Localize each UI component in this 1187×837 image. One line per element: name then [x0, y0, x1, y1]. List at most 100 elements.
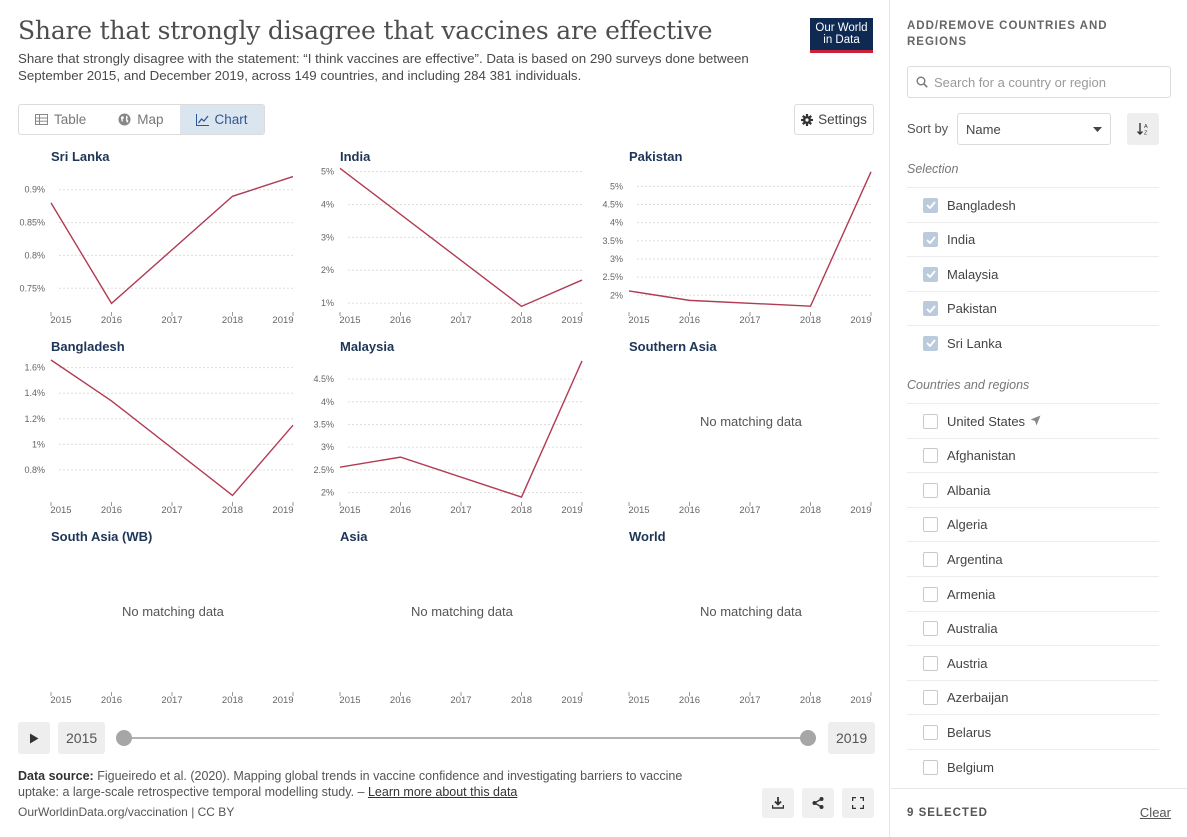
entity-checkbox[interactable]	[923, 266, 938, 282]
globe-icon	[118, 113, 131, 126]
tab-map[interactable]: Map	[102, 105, 179, 134]
entity-row[interactable]: United States	[907, 403, 1159, 438]
y-tick-label: 1%	[32, 439, 45, 449]
entity-label: Pakistan	[947, 301, 997, 317]
chart-main: Share that strongly disagree that vaccin…	[18, 0, 890, 837]
play-button[interactable]	[18, 722, 50, 754]
download-button[interactable]	[762, 788, 794, 818]
entity-checkbox[interactable]	[923, 413, 938, 429]
timeline-start-handle[interactable]	[116, 730, 132, 746]
entity-checkbox[interactable]	[923, 197, 938, 213]
entity-row[interactable]: Algeria	[907, 506, 1159, 542]
owid-logo[interactable]: Our World in Data	[810, 18, 873, 53]
tab-chart[interactable]: Chart	[179, 105, 264, 134]
x-tick-label: 2018	[800, 505, 821, 516]
panel-title: South Asia (WB)	[51, 529, 153, 544]
x-tick-label: 2019	[272, 315, 293, 326]
entity-row[interactable]: Afghanistan	[907, 437, 1159, 473]
entity-checkbox[interactable]	[923, 482, 938, 498]
entity-checkbox[interactable]	[923, 301, 938, 317]
x-tick-label: 2017	[739, 315, 760, 326]
timeline-end-handle[interactable]	[800, 730, 816, 746]
x-tick-label: 2017	[739, 505, 760, 516]
x-tick-label: 2018	[222, 315, 243, 326]
tab-table[interactable]: Table	[19, 105, 102, 134]
entity-row[interactable]: Australia	[907, 610, 1159, 646]
entity-row[interactable]: Pakistan	[907, 290, 1159, 326]
entity-checkbox[interactable]	[923, 448, 938, 464]
fullscreen-button[interactable]	[842, 788, 874, 818]
panel-title: Pakistan	[629, 149, 683, 164]
entity-checkbox[interactable]	[923, 759, 938, 775]
sort-select[interactable]: Name	[957, 113, 1111, 145]
x-tick-label: 2019	[850, 315, 871, 326]
series-line[interactable]	[50, 359, 294, 497]
entity-label: Australia	[947, 621, 998, 637]
entity-checkbox[interactable]	[923, 724, 938, 740]
series-line[interactable]	[339, 360, 583, 498]
expand-icon	[852, 797, 864, 809]
x-tick-label: 2015	[628, 695, 649, 706]
sidebar-title: ADD/REMOVE COUNTRIES AND REGIONS	[907, 20, 1108, 48]
y-tick-label: 1%	[321, 298, 334, 308]
entity-row[interactable]: Austria	[907, 645, 1159, 680]
clear-button[interactable]: Clear	[1139, 805, 1171, 820]
entity-row[interactable]: Malaysia	[907, 256, 1159, 291]
entity-checkbox[interactable]	[923, 517, 938, 533]
share-icon	[812, 797, 824, 809]
entity-row[interactable]: India	[907, 221, 1159, 257]
x-tick-label: 2019	[561, 505, 582, 516]
search-input[interactable]	[934, 74, 1154, 90]
entity-row[interactable]: Belarus	[907, 714, 1159, 749]
x-tick-label: 2016	[101, 505, 122, 516]
no-data-message: No matching data	[411, 604, 513, 619]
timeline-end-year[interactable]: 2019	[828, 722, 876, 754]
timeline-start-year[interactable]: 2015	[58, 722, 106, 754]
settings-button[interactable]: Settings	[794, 104, 874, 135]
entity-label: Azerbaijan	[947, 690, 1009, 706]
share-button[interactable]	[802, 788, 834, 818]
x-tick-label: 2015	[339, 505, 360, 516]
entity-checkbox[interactable]	[923, 586, 938, 602]
entity-row[interactable]: Azerbaijan	[907, 679, 1159, 715]
y-tick-label: 0.75%	[19, 283, 45, 293]
panel-title: Southern Asia	[629, 339, 717, 354]
entity-label: Malaysia	[947, 266, 999, 282]
entity-checkbox[interactable]	[923, 690, 938, 706]
license-text: OurWorldinData.org/vaccination | CC BY	[18, 805, 235, 819]
x-tick-label: 2015	[339, 695, 360, 706]
entity-checkbox[interactable]	[923, 232, 938, 248]
timeline-track[interactable]	[125, 737, 808, 739]
series-line[interactable]	[339, 167, 583, 308]
no-data-message: No matching data	[700, 414, 802, 429]
y-tick-label: 2%	[610, 290, 623, 300]
series-line[interactable]	[628, 171, 872, 307]
entity-label: Belarus	[947, 724, 992, 740]
entity-checkbox[interactable]	[923, 655, 938, 671]
entity-checkbox[interactable]	[923, 335, 938, 351]
x-tick-label: 2015	[50, 505, 71, 516]
series-line[interactable]	[50, 175, 294, 305]
tab-chart-label: Chart	[214, 112, 248, 127]
entity-row[interactable]: Albania	[907, 472, 1159, 507]
entity-row[interactable]: Belgium	[907, 749, 1159, 784]
view-tabs: Table Map Chart	[18, 104, 265, 135]
countries-label: Countries and regions	[907, 378, 1030, 392]
entity-row[interactable]: Bangladesh	[907, 187, 1159, 222]
line-chart-icon	[195, 113, 209, 126]
entity-label: United States	[947, 413, 1026, 429]
check-icon	[925, 270, 936, 279]
entity-row[interactable]: Argentina	[907, 541, 1159, 576]
entity-row[interactable]: Armenia	[907, 576, 1159, 611]
entity-label: Argentina	[947, 551, 1003, 567]
check-icon	[925, 236, 936, 244]
chevron-down-icon	[1093, 126, 1102, 132]
entity-checkbox[interactable]	[923, 621, 938, 637]
x-tick-label: 2016	[390, 695, 411, 706]
entity-checkbox[interactable]	[923, 551, 938, 567]
country-search[interactable]	[907, 66, 1171, 98]
x-tick-label: 2017	[450, 695, 471, 706]
entity-row[interactable]: Sri Lanka	[907, 325, 1159, 360]
learn-more-link[interactable]: Learn more about this data	[367, 784, 518, 799]
